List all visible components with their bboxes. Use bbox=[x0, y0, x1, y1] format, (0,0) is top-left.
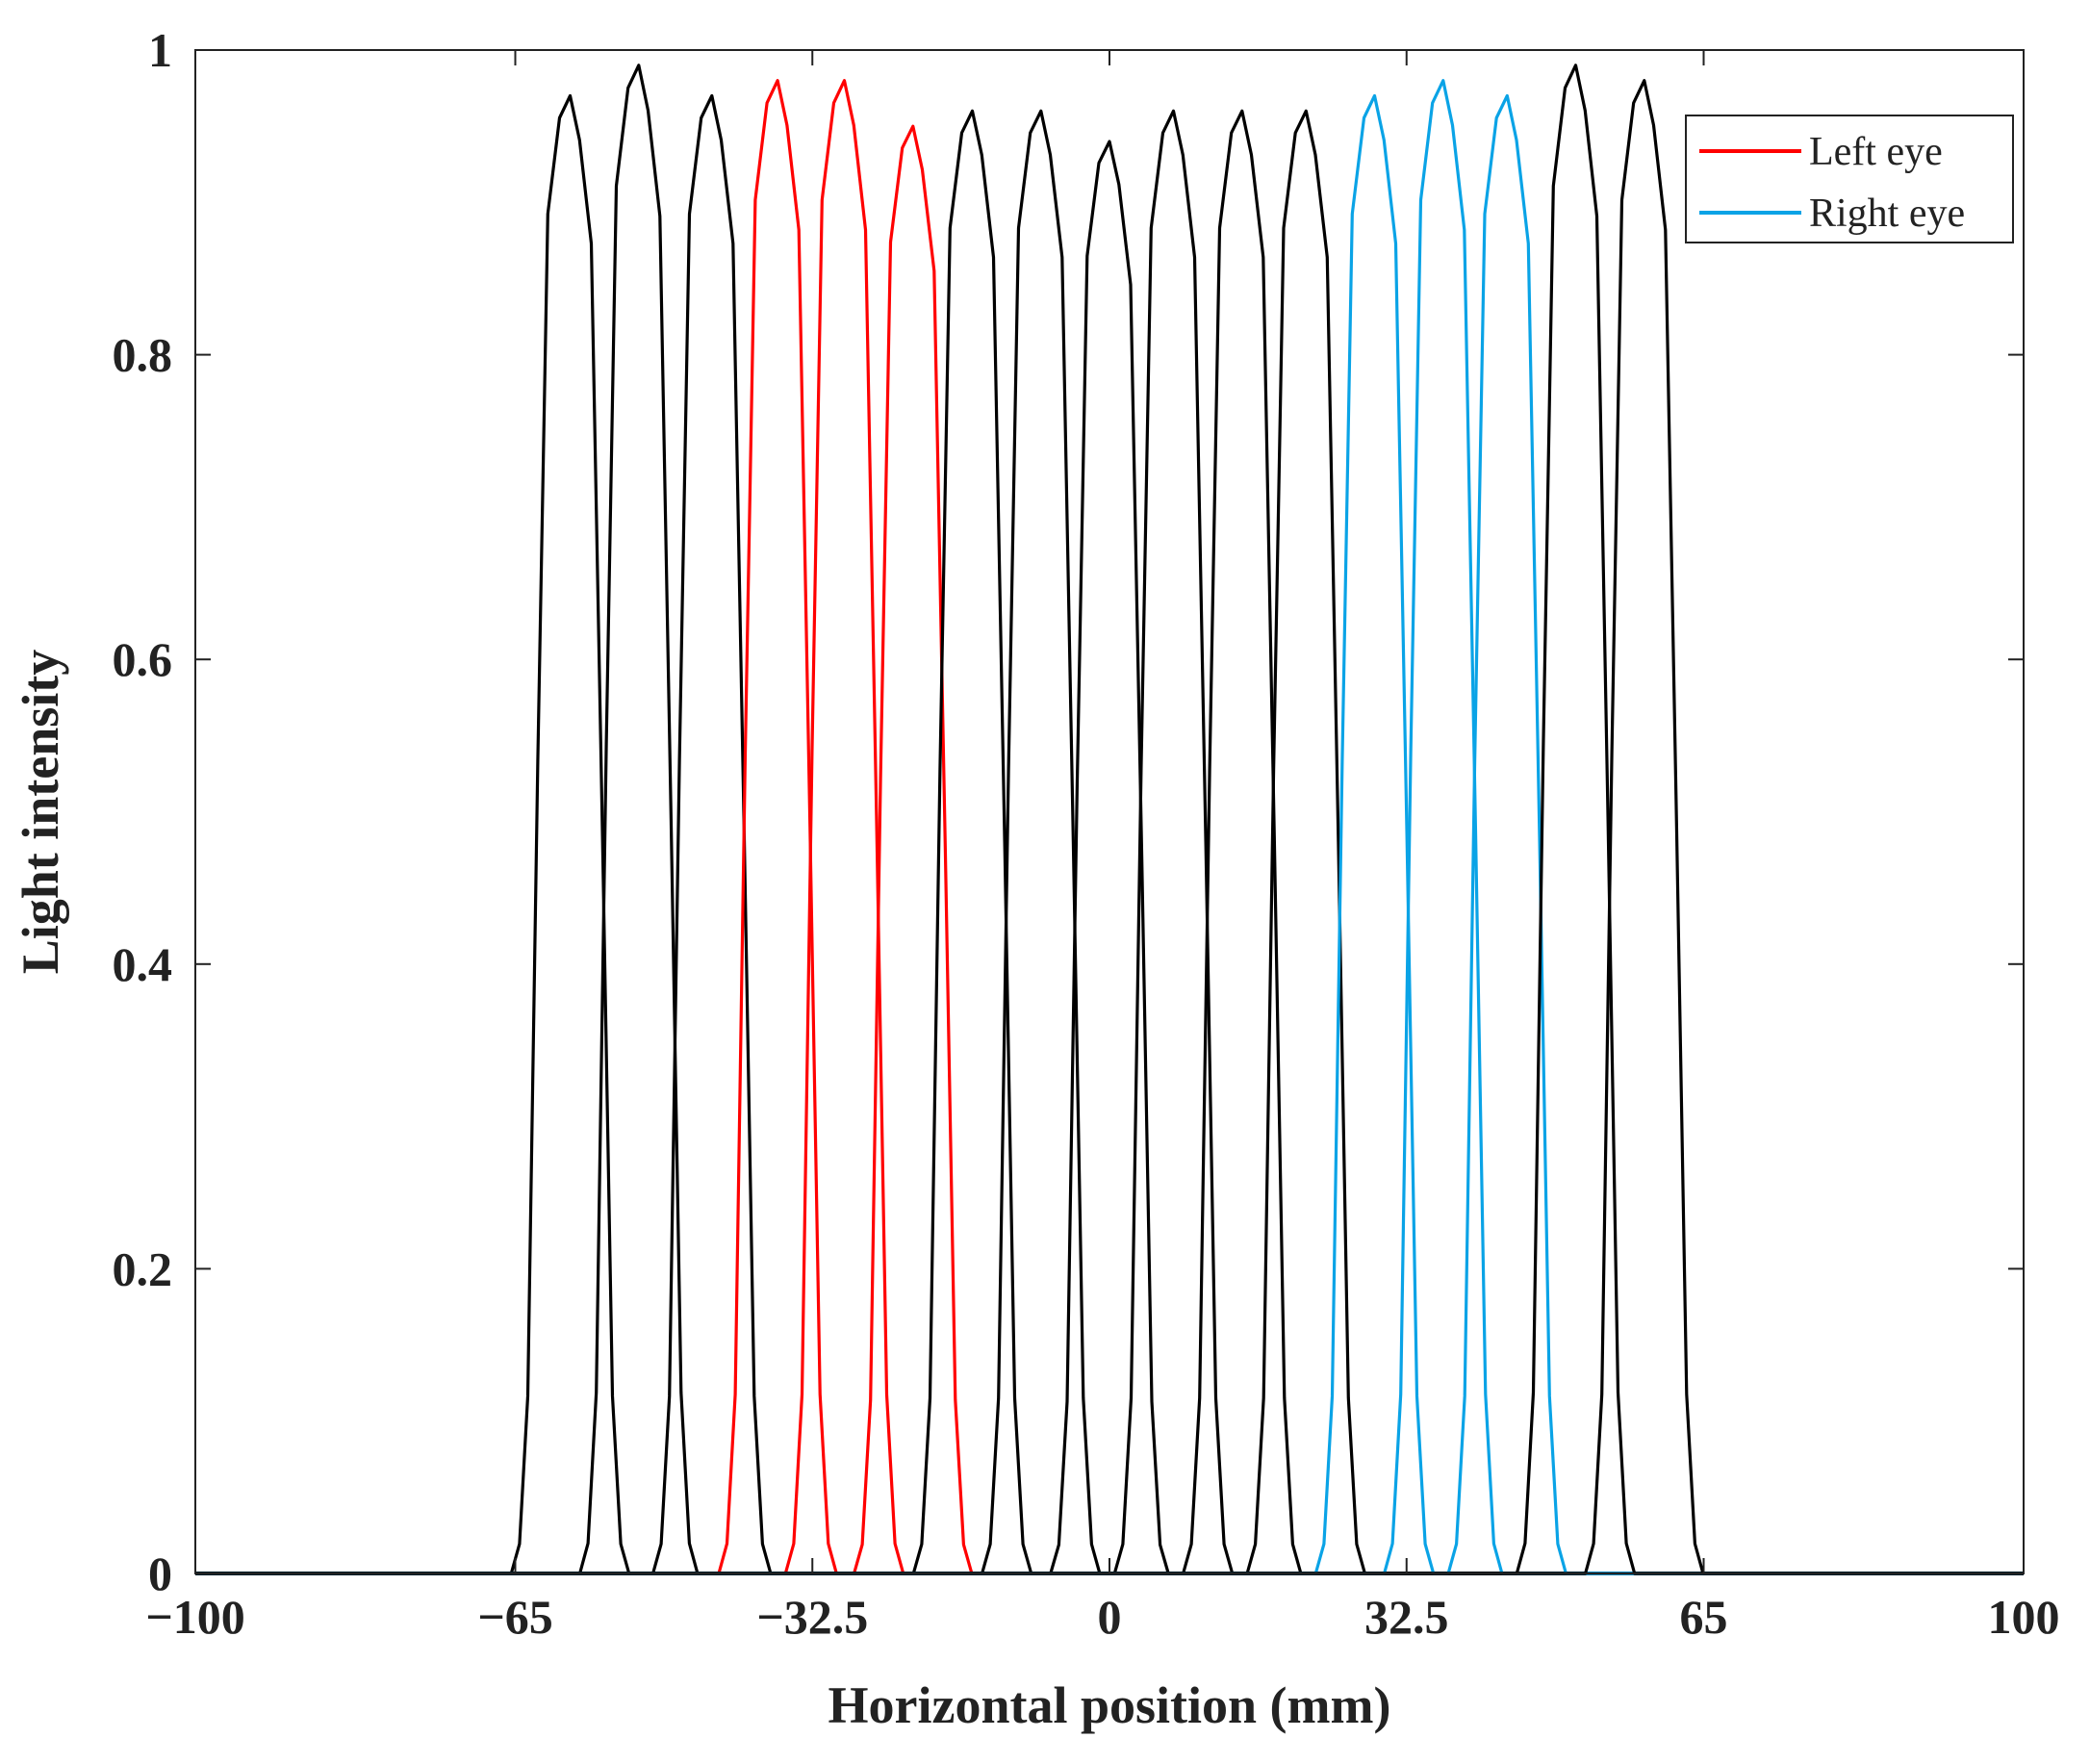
legend: Left eye Right eye bbox=[1685, 115, 2014, 243]
series-right-14 bbox=[195, 79, 2024, 1575]
series-other-12 bbox=[195, 109, 2024, 1575]
series-other-16 bbox=[195, 64, 2024, 1575]
x-tick-label: 32.5 bbox=[1364, 1590, 1449, 1644]
series-other-7 bbox=[195, 109, 2024, 1575]
legend-box bbox=[1685, 115, 2014, 243]
y-axis-title: Light intensity bbox=[12, 650, 69, 975]
series-other-11 bbox=[195, 109, 2024, 1575]
series-layer bbox=[195, 64, 2024, 1575]
x-tick-label: −100 bbox=[145, 1590, 245, 1644]
y-tick-label: 0.2 bbox=[113, 1241, 173, 1295]
x-tick-label: 0 bbox=[1098, 1590, 1122, 1644]
series-other-3 bbox=[195, 93, 2024, 1575]
legend-label-right-eye: Right eye bbox=[1809, 192, 1965, 236]
y-tick-label: 0.8 bbox=[113, 328, 173, 382]
x-axis-title: Horizontal position (mm) bbox=[828, 1676, 1391, 1734]
ticks-layer: −100 −65 −32.5 0 32.5 65 100 0 0.2 0.4 0.6 0.8 1 bbox=[113, 23, 2060, 1644]
series-left-6 bbox=[195, 124, 2024, 1575]
y-tick-label: 0.4 bbox=[113, 937, 173, 991]
series-other-1 bbox=[195, 93, 2024, 1575]
y-tick-label: 0.6 bbox=[113, 632, 173, 686]
series-other-8 bbox=[195, 109, 2024, 1575]
series-other-9 bbox=[195, 140, 2024, 1575]
legend-label-left-eye: Left eye bbox=[1809, 130, 1943, 174]
series-other-17 bbox=[195, 79, 2024, 1575]
series-right-13 bbox=[195, 93, 2024, 1575]
x-tick-label: 65 bbox=[1680, 1590, 1728, 1644]
series-left-5 bbox=[195, 79, 2024, 1575]
x-tick-label: −32.5 bbox=[756, 1590, 868, 1644]
x-tick-label: 100 bbox=[1988, 1590, 2060, 1644]
series-other-2 bbox=[195, 64, 2024, 1575]
y-tick-label: 1 bbox=[148, 23, 172, 77]
y-tick-label: 0 bbox=[148, 1547, 172, 1600]
series-other-10 bbox=[195, 109, 2024, 1575]
series-right-15 bbox=[195, 93, 2024, 1575]
series-left-4 bbox=[195, 79, 2024, 1575]
x-tick-label: −65 bbox=[477, 1590, 553, 1644]
